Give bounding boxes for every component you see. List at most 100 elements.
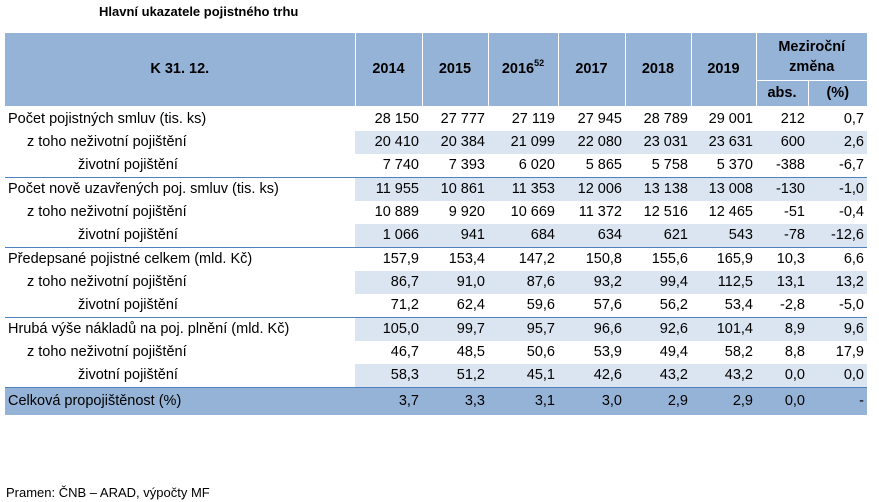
- cell: -1,0: [808, 177, 867, 201]
- row-label: životní pojištění: [78, 157, 178, 173]
- table-row: životní pojištění 71,2 62,4 59,6 57,6 56…: [5, 294, 867, 318]
- cell: 0,0: [808, 364, 867, 388]
- row-label: životní pojištění: [78, 297, 178, 313]
- cell: 12 006: [558, 177, 625, 201]
- cell: 9,6: [808, 317, 867, 341]
- header-change: Meziroční změna: [755, 33, 867, 82]
- cell: 17,9: [835, 344, 864, 360]
- cell: 11 372: [578, 204, 622, 220]
- row-label: z toho neživotní pojištění: [27, 344, 187, 360]
- cell: 56,2: [659, 297, 688, 313]
- cell: 2,6: [808, 131, 867, 154]
- cell: 22 080: [558, 131, 625, 154]
- cell: 51,2: [422, 364, 488, 388]
- cell: 62,4: [456, 297, 485, 313]
- cell: 155,6: [625, 247, 691, 271]
- cell: 27 119: [488, 106, 558, 131]
- cell: 27 777: [422, 106, 488, 131]
- cell: 5 865: [585, 157, 622, 173]
- cell: 212: [756, 106, 808, 131]
- cell: 3,3: [422, 387, 488, 415]
- table-row: životní pojištění 1 066 941 684 634 621 …: [5, 224, 867, 248]
- cell: 86,7: [355, 271, 422, 294]
- cell: 112,5: [691, 271, 756, 294]
- header-year: 2018: [624, 33, 691, 108]
- cell: 8,9: [756, 317, 808, 341]
- table-row: Předepsané pojistné celkem (mld. Kč) 157…: [5, 247, 867, 271]
- cell: 23 031: [625, 131, 691, 154]
- cell: 150,8: [558, 247, 625, 271]
- table-row: z toho neživotní pojištění 10 889 9 920 …: [5, 201, 867, 224]
- cell: 13 138: [625, 177, 691, 201]
- header-year: 2017: [557, 33, 625, 108]
- cell: 1 066: [355, 224, 422, 248]
- row-label: Počet pojistných smluv (tis. ks): [5, 106, 355, 131]
- cell: 57,6: [593, 297, 622, 313]
- cell: 5 370: [716, 157, 753, 173]
- cell: 59,6: [526, 297, 555, 313]
- cell: 105,0: [355, 317, 422, 341]
- cell: -130: [756, 177, 808, 201]
- table-row: z toho neživotní pojištění 20 410 20 384…: [5, 131, 867, 154]
- footnote-marker: 52: [534, 58, 545, 69]
- cell: 21 099: [488, 131, 558, 154]
- cell: 92,6: [625, 317, 691, 341]
- cell: 28 150: [355, 106, 422, 131]
- cell: 2,9: [625, 387, 691, 415]
- cell: 43,2: [691, 364, 756, 388]
- cell: 20 384: [422, 131, 488, 154]
- cell: 91,0: [422, 271, 488, 294]
- cell: 11 353: [488, 177, 558, 201]
- cell: 10 669: [510, 204, 555, 220]
- cell: 153,4: [422, 247, 488, 271]
- cell: 87,6: [488, 271, 558, 294]
- cell: 10,3: [756, 247, 808, 271]
- cell: 0,7: [808, 106, 867, 131]
- cell: -: [808, 387, 867, 415]
- table-row-total: Celková propojištěnost (%) 3,7 3,3 3,1 3…: [5, 387, 867, 415]
- cell: 7 393: [448, 157, 485, 173]
- cell: 50,6: [526, 344, 555, 360]
- cell: 58,3: [355, 364, 422, 388]
- header-date-label: K 31. 12.: [5, 33, 355, 108]
- source-note: Pramen: ČNB – ARAD, výpočty MF: [6, 485, 210, 500]
- cell: 53,9: [593, 344, 622, 360]
- cell: 3,1: [488, 387, 558, 415]
- table-row: Hrubá výše nákladů na poj. plnění (mld. …: [5, 317, 867, 341]
- cell: 0,0: [756, 387, 808, 415]
- cell: 600: [756, 131, 808, 154]
- cell: 20 410: [355, 131, 422, 154]
- cell: 10 889: [374, 204, 419, 220]
- cell: 621: [625, 224, 691, 248]
- row-label: Hrubá výše nákladů na poj. plnění (mld. …: [5, 317, 355, 341]
- cell: 0,0: [756, 364, 808, 388]
- cell: 13 008: [691, 177, 756, 201]
- cell: -0,4: [839, 204, 864, 220]
- cell: 157,9: [355, 247, 422, 271]
- cell: 23 631: [691, 131, 756, 154]
- cell: 46,7: [390, 344, 419, 360]
- cell: 28 789: [625, 106, 691, 131]
- cell: -78: [756, 224, 808, 248]
- cell: 49,4: [659, 344, 688, 360]
- cell: 93,2: [558, 271, 625, 294]
- cell: 5 758: [651, 157, 688, 173]
- header-year: 2015: [421, 33, 488, 108]
- insurance-indicators-table: K 31. 12. 2014 2015 201652 2017 2018 201…: [5, 33, 867, 415]
- header-abs: abs.: [755, 80, 808, 109]
- header-year: 2014: [354, 33, 422, 108]
- row-label: z toho neživotní pojištění: [27, 204, 187, 220]
- cell: 29 001: [691, 106, 756, 131]
- cell: 96,6: [558, 317, 625, 341]
- cell: 99,4: [625, 271, 691, 294]
- cell: 13,1: [756, 271, 808, 294]
- cell: 634: [558, 224, 625, 248]
- cell: 6,6: [808, 247, 867, 271]
- header-year-2016: 201652: [487, 33, 558, 108]
- cell: 9 920: [448, 204, 485, 220]
- cell: 12 465: [708, 204, 753, 220]
- cell: 13,2: [808, 271, 867, 294]
- cell: -2,8: [780, 297, 805, 313]
- table-row: Počet pojistných smluv (tis. ks) 28 150 …: [5, 106, 867, 131]
- row-label: Počet nově uzavřených poj. smluv (tis. k…: [5, 177, 355, 201]
